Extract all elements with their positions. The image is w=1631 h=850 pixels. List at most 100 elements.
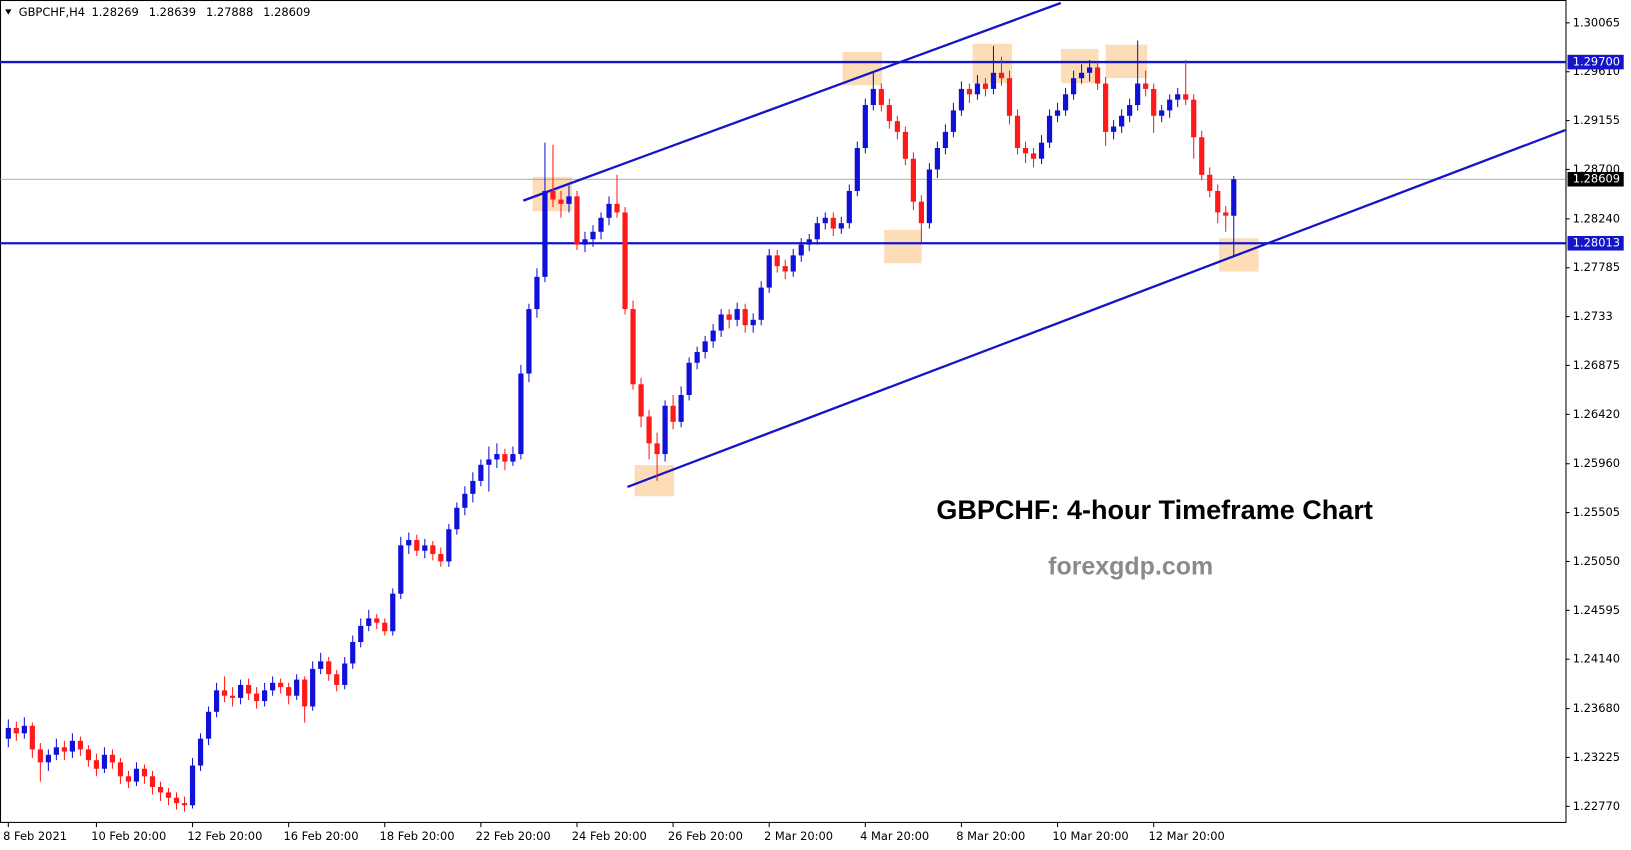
candle-body — [750, 319, 756, 326]
candle-body — [278, 682, 284, 688]
candle-body — [1199, 137, 1205, 175]
candle-body — [526, 309, 532, 374]
candle-body — [782, 266, 788, 272]
candle-body — [117, 762, 124, 777]
candle-body — [1046, 115, 1053, 143]
candle-body — [1038, 142, 1045, 159]
candle-body — [1070, 78, 1077, 95]
candle-body — [85, 749, 92, 761]
menu-icon — [5, 9, 12, 15]
candle-body — [974, 83, 981, 95]
candle-body — [5, 727, 11, 739]
candle-body — [894, 121, 900, 132]
candle-body — [950, 110, 957, 132]
y-tick-label: 1.23680 — [1573, 701, 1620, 715]
candle-body — [830, 217, 836, 229]
candle-body — [902, 131, 908, 159]
candle-body — [614, 203, 620, 213]
candle-body — [29, 725, 35, 750]
candle-body — [181, 803, 188, 806]
x-tick-label: 18 Feb 20:00 — [380, 829, 455, 843]
candle-body — [990, 72, 997, 89]
candle-body — [1159, 110, 1165, 116]
candle-body — [590, 231, 596, 240]
candle-body — [37, 749, 43, 763]
candle-body — [237, 684, 244, 698]
level-label: 1.28013 — [1573, 236, 1620, 250]
candle-body — [229, 695, 236, 698]
candle-body — [374, 618, 380, 623]
candle-body — [1022, 147, 1029, 154]
candle-body — [638, 384, 644, 417]
x-tick-label: 16 Feb 20:00 — [283, 829, 358, 843]
candle-body — [886, 105, 892, 122]
candle-body — [510, 454, 516, 462]
candle-body — [1078, 72, 1085, 79]
x-tick-label: 4 Mar 20:00 — [860, 829, 929, 843]
candle-body — [534, 276, 540, 310]
candle-body — [430, 545, 436, 554]
candle-body — [1223, 212, 1229, 216]
candle-body — [133, 768, 140, 782]
candle-body — [262, 690, 268, 702]
candle-body — [77, 740, 84, 750]
y-tick-label: 1.25960 — [1573, 456, 1620, 470]
candle-body — [486, 459, 492, 465]
candle-body — [406, 539, 412, 546]
candle-body — [694, 352, 700, 363]
candle-body — [398, 545, 404, 594]
candle-body — [342, 663, 348, 685]
candle-body — [806, 239, 812, 245]
x-tick-label: 2 Mar 20:00 — [764, 829, 833, 843]
header-high: 1.28639 — [149, 5, 196, 19]
candle-body — [678, 395, 684, 422]
candle-body — [53, 747, 59, 755]
candle-body — [1167, 99, 1173, 111]
candle-body — [366, 618, 372, 626]
candle-body — [942, 131, 949, 148]
candle-body — [670, 405, 676, 422]
candle-body — [1175, 94, 1181, 100]
current-price-label: 1.28609 — [1573, 172, 1620, 186]
candle-body — [1231, 179, 1237, 216]
header-open: 1.28269 — [92, 5, 139, 19]
candle-body — [1014, 115, 1021, 148]
candle-body — [189, 765, 196, 806]
candle-body — [878, 88, 884, 106]
candle-body — [438, 553, 444, 562]
x-tick-label: 10 Feb 20:00 — [91, 829, 166, 843]
y-tick-label: 1.26875 — [1573, 358, 1620, 372]
candle-body — [246, 684, 252, 694]
candle-body — [646, 416, 652, 444]
y-tick-label: 1.23225 — [1573, 750, 1620, 764]
candle-body — [1183, 94, 1189, 100]
candle-body — [13, 727, 19, 734]
candle-body — [1135, 83, 1141, 106]
candle-body — [93, 760, 100, 769]
candle-body — [710, 330, 716, 342]
candle-body — [310, 668, 316, 707]
candle-body — [109, 754, 116, 763]
candle-body — [518, 373, 524, 455]
candle-body — [998, 72, 1005, 79]
candle-body — [390, 593, 396, 632]
candle-body — [382, 622, 388, 632]
level-label: 1.29700 — [1573, 55, 1620, 69]
x-tick-label: 12 Mar 20:00 — [1148, 829, 1224, 843]
header-low: 1.27888 — [206, 5, 253, 19]
candle-body — [494, 454, 500, 460]
candle-body — [574, 196, 580, 245]
x-tick-label: 8 Mar 20:00 — [956, 829, 1025, 843]
candle-body — [606, 203, 612, 218]
candle-body — [502, 454, 508, 462]
x-tick-label: 22 Feb 20:00 — [476, 829, 551, 843]
trendline — [627, 128, 1566, 489]
y-tick-label: 1.22770 — [1573, 799, 1620, 813]
candle-body — [302, 679, 308, 707]
candle-body — [422, 545, 428, 551]
candle-body — [910, 158, 916, 202]
candle-body — [454, 507, 460, 530]
level-label-box — [1567, 235, 1624, 251]
candle-body — [630, 309, 636, 385]
